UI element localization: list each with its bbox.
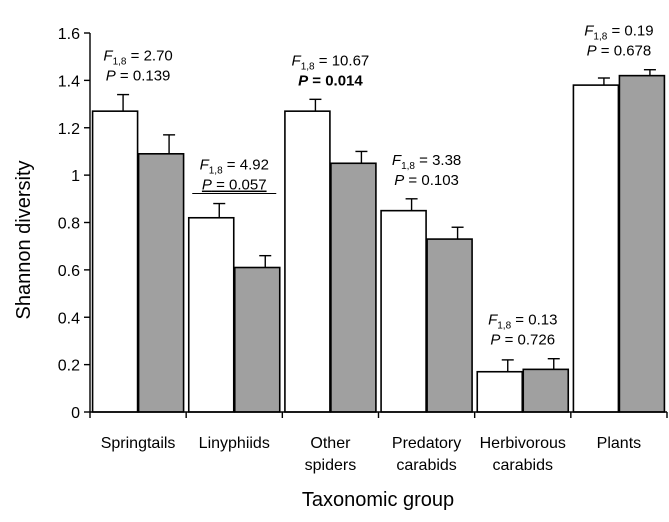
bar-2-series-1: [330, 162, 377, 413]
category-label-3-line-1: carabids: [396, 457, 456, 474]
y-axis-title: Shannon diversity: [13, 161, 35, 320]
stat-p-5: P = 0.678: [587, 43, 652, 60]
bar-4-series-1: [522, 368, 570, 413]
category-label-3-line-0: Predatory: [392, 435, 461, 452]
category-label-2-line-0: Other: [310, 435, 351, 452]
y-tick-labels: 0 0.2 0.4 0.6 0.8 1 1.2 1.4 1.6: [58, 26, 80, 422]
y-tick-label-5: 1: [71, 168, 80, 185]
bars-layer: [91, 74, 666, 413]
bar-1-series-0: [187, 216, 235, 413]
category-label-1-line-0: Linyphiids: [199, 435, 270, 452]
stat-f-0: F1,8 = 2.70: [103, 48, 172, 68]
y-tick-label-7: 1.4: [58, 73, 80, 90]
stat-p-1: P = 0.057: [202, 177, 267, 194]
stat-f-5: F1,8 = 0.19: [584, 23, 653, 43]
stat-p-0: P = 0.139: [106, 68, 171, 85]
category-label-4-line-1: carabids: [493, 457, 553, 474]
bar-5-series-0: [572, 84, 620, 413]
category-label-4-line-0: Herbivorous: [480, 435, 566, 452]
y-tick-label-1: 0.2: [58, 358, 80, 375]
bar-1-series-1: [233, 266, 281, 413]
y-tick-label-6: 1.2: [58, 121, 80, 138]
x-axis-title: Taxonomic group: [302, 489, 454, 511]
y-tick-label-8: 1.6: [58, 26, 80, 43]
y-tick-label-2: 0.4: [58, 310, 80, 327]
y-tick-label-4: 0.8: [58, 216, 80, 233]
stat-f-1: F1,8 = 4.92: [200, 157, 269, 177]
stat-annotations: F1,8 = 2.70P = 0.139 F1,8 = 4.92P = 0.057…: [103, 23, 653, 349]
error-bars-layer: [117, 69, 656, 372]
stat-p-3: P = 0.103: [394, 172, 459, 189]
bar-5-series-1: [618, 74, 666, 413]
category-label-0-line-0: Springtails: [101, 435, 176, 452]
stat-p-2: P = 0.014: [298, 72, 363, 89]
bar-2-series-0: [284, 110, 331, 413]
bar-4-series-0: [476, 370, 524, 413]
stat-p-4: P = 0.726: [490, 332, 555, 349]
axes-layer: [84, 32, 668, 418]
stat-f-3: F1,8 = 3.38: [392, 152, 461, 172]
bar-0-series-1: [137, 153, 185, 413]
stat-f-4: F1,8 = 0.13: [488, 312, 557, 332]
bar-0-series-0: [91, 110, 139, 413]
y-tick-label-0: 0: [71, 405, 80, 422]
bar-3-series-1: [426, 238, 473, 413]
category-label-2-line-1: spiders: [305, 457, 357, 474]
bar-3-series-0: [380, 209, 427, 413]
y-tick-label-3: 0.6: [58, 263, 80, 280]
stat-f-2: F1,8 = 10.67: [292, 52, 370, 72]
category-labels: Springtails Linyphiids Other spiders Predato…: [101, 435, 641, 474]
category-label-5-line-0: Plants: [597, 435, 641, 452]
